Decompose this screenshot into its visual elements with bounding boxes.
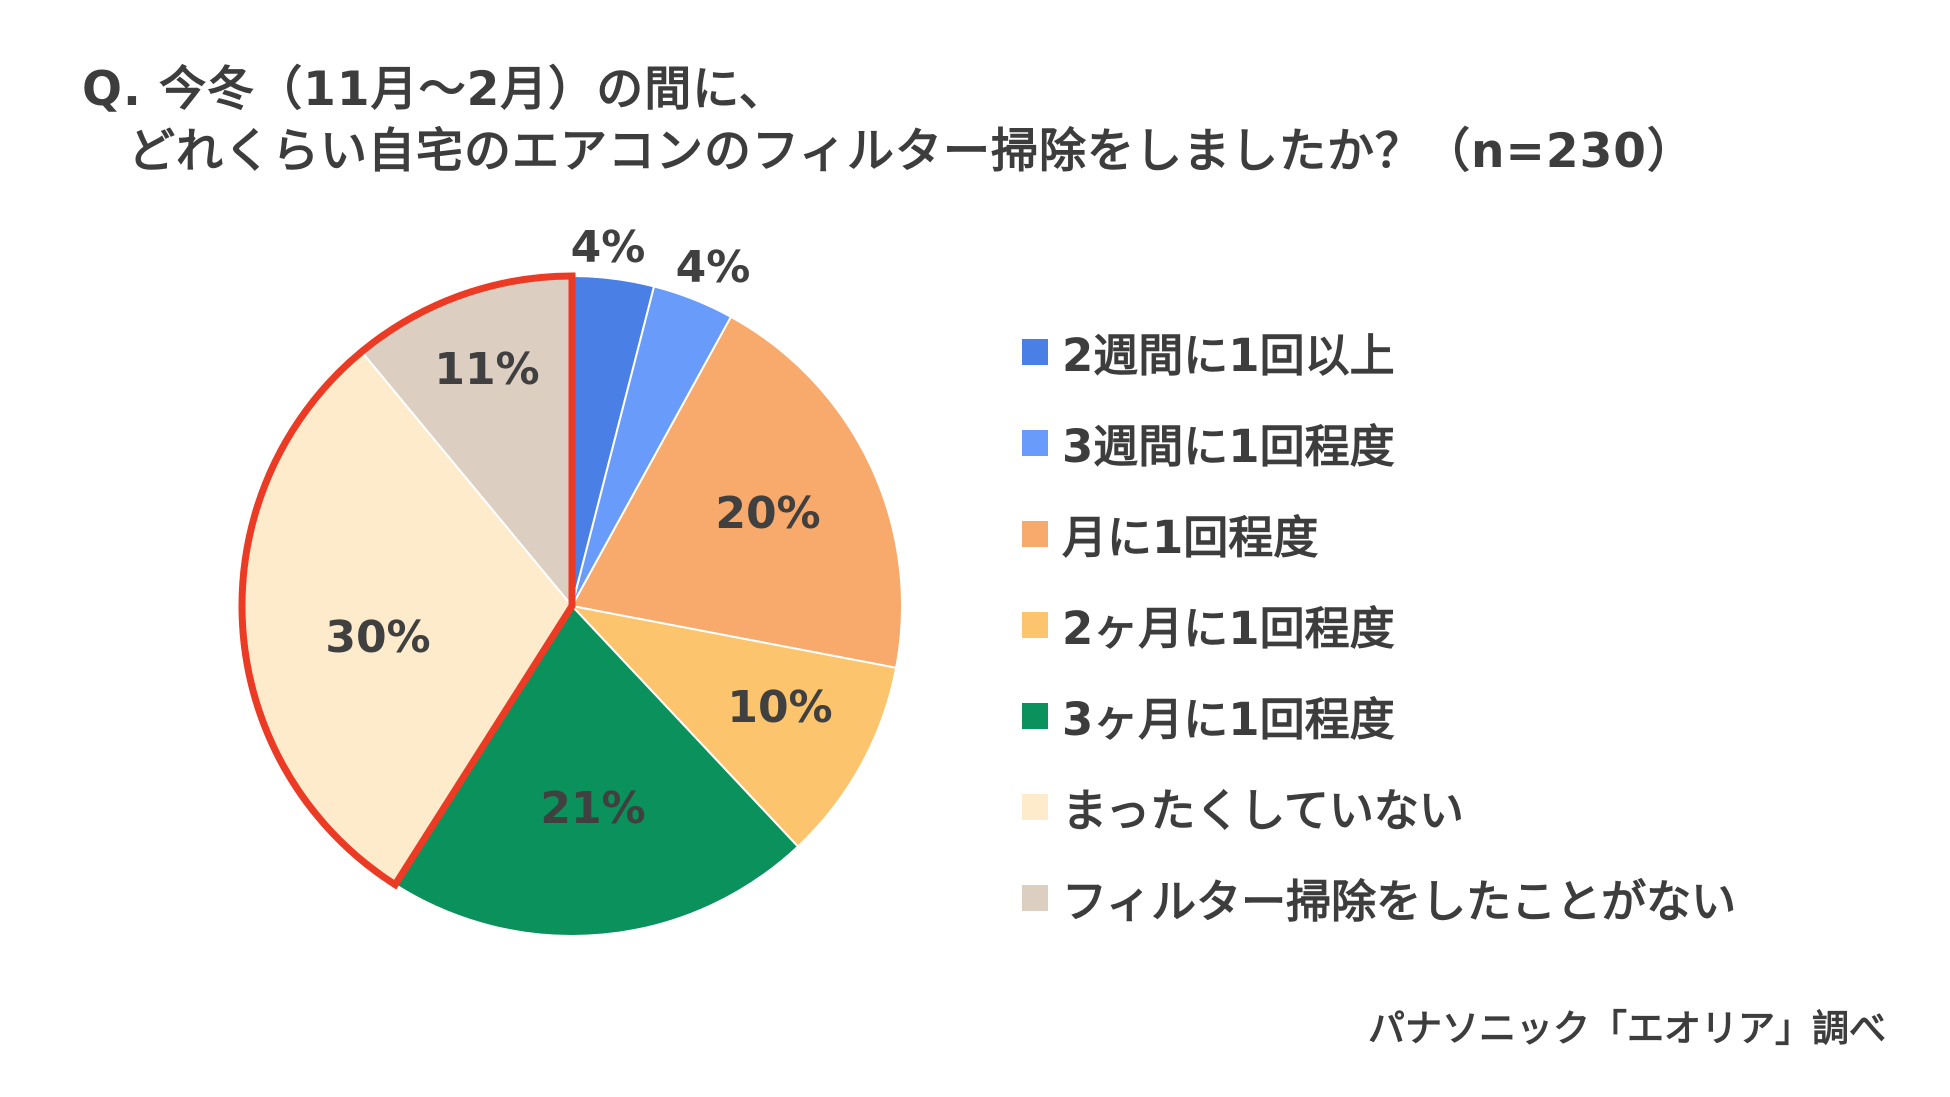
legend-swatch: [1022, 429, 1048, 456]
legend-label: 3ヶ月に1回程度: [1062, 693, 1395, 746]
legend-item-6: まったくしていない: [1022, 761, 1736, 852]
legend-item-7: フィルター掃除をしたことがない: [1022, 852, 1736, 943]
highlight-outline: [238, 272, 576, 890]
slice-label-5: 21%: [540, 783, 645, 834]
legend-label: まったくしていない: [1062, 784, 1464, 837]
legend-swatch: [1022, 702, 1048, 729]
legend-swatch: [1022, 520, 1048, 547]
slice-label-4: 10%: [727, 682, 832, 733]
slice-label-1: 4%: [571, 222, 646, 273]
pie-slice-4: [569, 604, 898, 848]
slice-label-6: 30%: [325, 612, 430, 663]
legend-label: 月に1回程度: [1062, 511, 1319, 564]
legend-label: 2週間に1回以上: [1062, 329, 1395, 382]
chart-title-line-2: どれくらい自宅のエアコンのフィルター掃除をしましたか？（n=230）: [128, 124, 1696, 179]
legend-swatch: [1022, 884, 1048, 911]
source-note: パナソニック「エオリア」調べ: [1368, 1007, 1886, 1050]
pie-slice-3: [570, 315, 903, 670]
legend-swatch: [1022, 338, 1048, 365]
legend-label: フィルター掃除をしたことがない: [1062, 875, 1737, 928]
legend-item-2: 3週間に1回程度: [1022, 397, 1736, 488]
legend-item-5: 3ヶ月に1回程度: [1022, 670, 1736, 761]
slice-label-2: 4%: [676, 242, 751, 293]
slice-label-7: 11%: [434, 344, 539, 395]
slice-label-3: 20%: [715, 488, 820, 539]
legend-item-1: 2週間に1回以上: [1022, 306, 1736, 397]
pie-slice-5: [393, 604, 800, 937]
legend-label: 3週間に1回程度: [1062, 420, 1395, 473]
legend-swatch: [1022, 611, 1048, 638]
legend-item-3: 月に1回程度: [1022, 488, 1736, 579]
chart-legend: 2週間に1回以上 3週間に1回程度 月に1回程度 2ヶ月に1回程度 3ヶ月に1回程度まっ…: [1022, 306, 1736, 943]
legend-item-4: 2ヶ月に1回程度: [1022, 579, 1736, 670]
chart-title-line-1: Q. 今冬（11月～2月）の間に、: [82, 62, 787, 117]
legend-swatch: [1022, 793, 1048, 820]
legend-label: 2ヶ月に1回程度: [1062, 602, 1395, 655]
